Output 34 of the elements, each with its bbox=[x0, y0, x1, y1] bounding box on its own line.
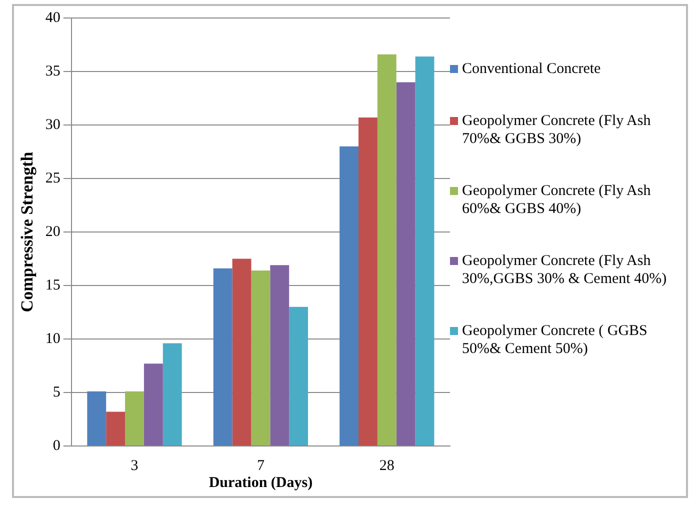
bar bbox=[377, 54, 396, 446]
legend-label: Geopolymer Concrete ( GGBS 50%& Cement 50%) bbox=[462, 322, 648, 358]
bar bbox=[144, 364, 163, 446]
legend-label: Geopolymer Concrete (Fly Ash 60%& GGBS 40%) bbox=[462, 182, 652, 218]
y-tick-label: 15 bbox=[45, 277, 60, 294]
bar bbox=[289, 306, 308, 446]
bar bbox=[396, 82, 416, 446]
legend-label: Geopolymer Concrete (Fly Ash 70%& GGBS 30%) bbox=[462, 112, 652, 148]
y-axis-title: Compressive Strength bbox=[18, 151, 37, 312]
legend-label: Conventional Concrete bbox=[462, 60, 601, 78]
bar bbox=[125, 391, 144, 446]
y-tick-label: 40 bbox=[45, 10, 60, 26]
bar bbox=[106, 412, 126, 446]
y-tick-label: 0 bbox=[52, 438, 60, 454]
bar bbox=[358, 118, 378, 446]
y-tick-label: 25 bbox=[45, 170, 60, 186]
bar bbox=[87, 391, 106, 446]
bar bbox=[340, 146, 359, 446]
y-tick-label: 30 bbox=[45, 116, 60, 133]
y-tick-label: 35 bbox=[45, 63, 60, 80]
bar bbox=[162, 343, 182, 446]
x-axis-title: Duration (Days) bbox=[208, 474, 313, 491]
y-tick-label: 10 bbox=[45, 330, 60, 347]
bar bbox=[270, 265, 290, 446]
bar bbox=[251, 270, 270, 446]
legend-label: Geopolymer Concrete (Fly Ash 30%,GGBS 30% & Cement 40%) bbox=[462, 252, 668, 288]
y-tick-label: 5 bbox=[52, 384, 60, 400]
bar bbox=[415, 56, 434, 446]
x-tick-label: 28 bbox=[379, 458, 394, 474]
bar bbox=[232, 258, 252, 446]
x-tick-label: 3 bbox=[130, 458, 138, 474]
bar bbox=[213, 268, 232, 446]
y-tick-label: 20 bbox=[45, 224, 60, 240]
x-tick-label: 7 bbox=[256, 458, 265, 474]
